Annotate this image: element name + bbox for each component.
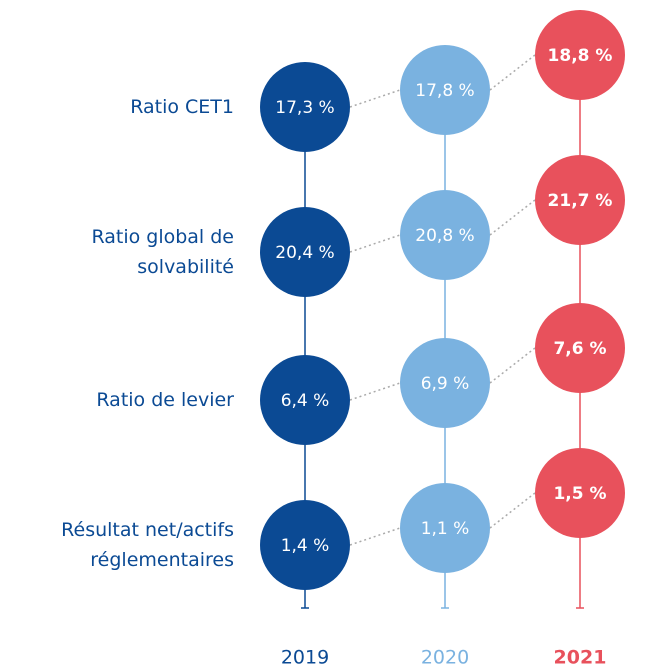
value-label: 1,1 % bbox=[421, 519, 470, 539]
value-label: 1,5 % bbox=[553, 484, 606, 504]
value-label: 6,4 % bbox=[281, 391, 330, 411]
value-dot bbox=[535, 303, 625, 393]
value-label: 20,4 % bbox=[275, 243, 334, 263]
value-dot bbox=[260, 355, 350, 445]
connector bbox=[489, 199, 536, 236]
value-label: 17,8 % bbox=[415, 81, 474, 101]
metric-label: Résultat net/actifs réglementaires bbox=[61, 519, 234, 571]
value-label: 17,3 % bbox=[275, 98, 334, 118]
connector bbox=[349, 234, 401, 253]
value-dot bbox=[400, 483, 490, 573]
value-dot bbox=[535, 10, 625, 100]
value-dot bbox=[400, 190, 490, 280]
value-label: 1,4 % bbox=[281, 536, 330, 556]
value-label: 20,8 % bbox=[415, 226, 474, 246]
value-label: 7,6 % bbox=[553, 339, 606, 359]
value-label: 6,9 % bbox=[421, 374, 470, 394]
value-dot bbox=[535, 448, 625, 538]
connector bbox=[489, 54, 536, 91]
connector bbox=[489, 347, 536, 384]
value-dot bbox=[400, 45, 490, 135]
connector bbox=[349, 527, 401, 546]
metric-label: Ratio CET1 bbox=[130, 96, 234, 118]
year-label: 2020 bbox=[421, 647, 469, 669]
year-label: 2019 bbox=[281, 647, 329, 669]
value-dot bbox=[260, 500, 350, 590]
value-dot bbox=[260, 62, 350, 152]
value-dot bbox=[400, 338, 490, 428]
value-dot bbox=[260, 207, 350, 297]
connector bbox=[489, 492, 536, 529]
metric-label: Ratio global de solvabilité bbox=[91, 226, 234, 278]
connector bbox=[349, 382, 401, 401]
year-label: 2021 bbox=[554, 647, 607, 669]
metric-label: Ratio de levier bbox=[96, 389, 234, 411]
connector bbox=[349, 89, 401, 108]
value-label: 21,7 % bbox=[548, 191, 613, 211]
value-dot bbox=[535, 155, 625, 245]
value-label: 18,8 % bbox=[548, 46, 613, 66]
